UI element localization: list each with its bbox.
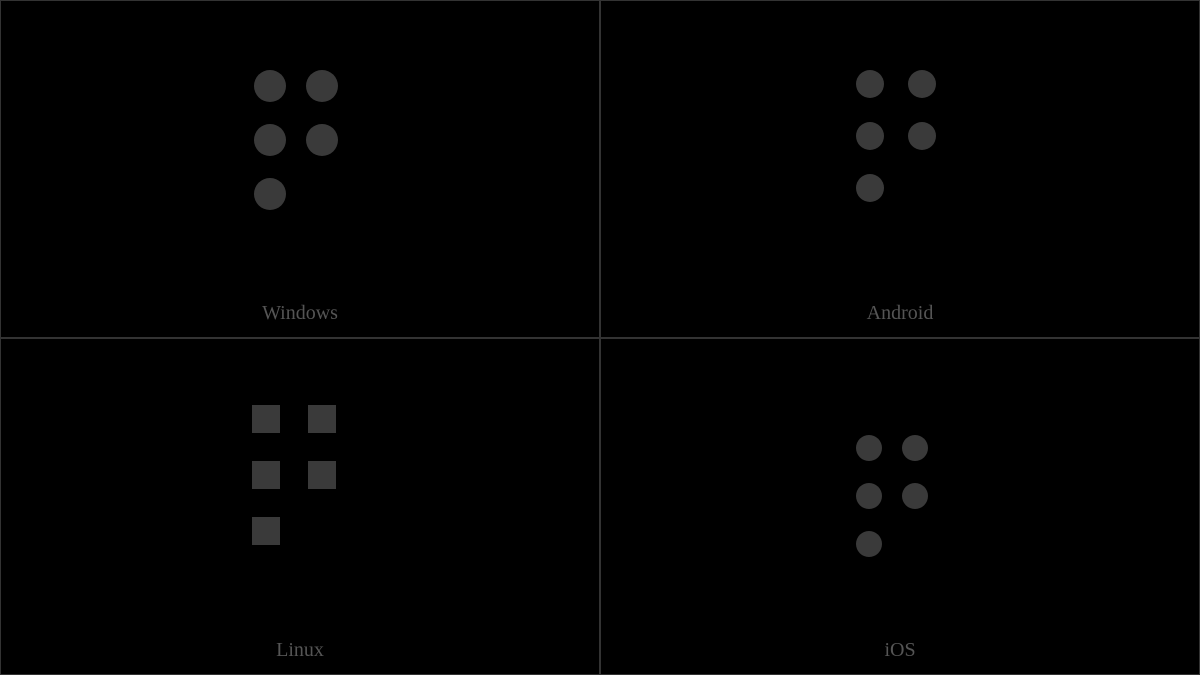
braille-dot <box>252 461 280 489</box>
panel-ios: iOS <box>600 338 1200 675</box>
braille-dot <box>908 70 936 98</box>
caption-ios: iOS <box>601 639 1199 662</box>
glyph-windows <box>240 64 360 244</box>
glyph-linux <box>240 401 360 581</box>
braille-dot <box>856 531 882 557</box>
braille-dot <box>856 70 884 98</box>
braille-dot <box>252 405 280 433</box>
panel-windows: Windows <box>0 0 600 338</box>
braille-dot <box>856 435 882 461</box>
braille-dot <box>254 124 286 156</box>
braille-dot <box>856 483 882 509</box>
caption-linux: Linux <box>1 639 599 662</box>
braille-dot <box>856 174 884 202</box>
braille-dot <box>308 405 336 433</box>
braille-dot <box>254 70 286 102</box>
braille-dot <box>902 435 928 461</box>
braille-dot <box>908 122 936 150</box>
braille-dot <box>254 178 286 210</box>
braille-dot <box>306 124 338 156</box>
glyph-ios <box>840 401 960 581</box>
caption-android: Android <box>601 302 1199 325</box>
braille-dot <box>856 122 884 150</box>
braille-dot <box>902 483 928 509</box>
braille-dot <box>306 70 338 102</box>
panel-linux: Linux <box>0 338 600 675</box>
braille-dot <box>252 517 280 545</box>
caption-windows: Windows <box>1 302 599 325</box>
braille-dot <box>308 461 336 489</box>
glyph-android <box>840 64 960 244</box>
panel-android: Android <box>600 0 1200 338</box>
